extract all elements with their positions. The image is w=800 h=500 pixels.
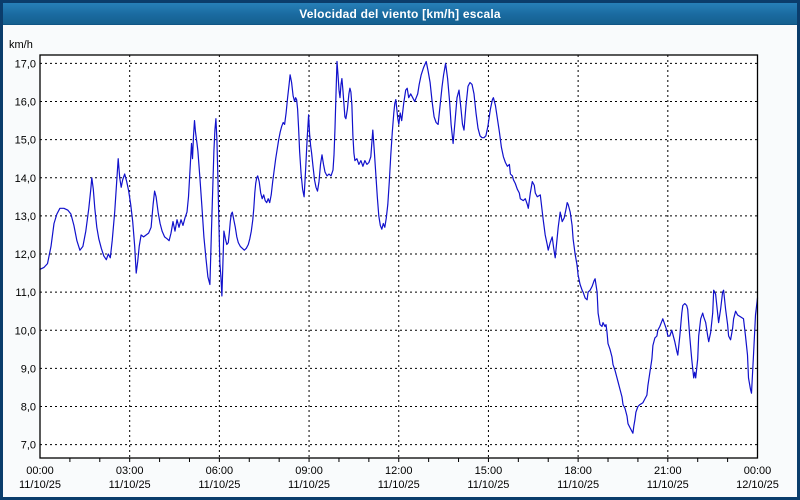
chart-title: Velocidad del viento [km/h] escala (299, 6, 501, 21)
x-tick-time-label: 12:00 (385, 465, 413, 477)
y-tick-label: 15,0 (15, 135, 36, 147)
y-tick-label: 10,0 (15, 325, 36, 337)
y-tick-label: 13,0 (15, 211, 36, 223)
x-tick-date-label: 11/10/25 (19, 479, 61, 491)
x-tick-time-label: 00:00 (26, 465, 54, 477)
x-tick-date-label: 11/10/25 (557, 479, 599, 491)
x-tick-date-label: 11/10/25 (109, 479, 151, 491)
x-tick-time-label: 00:00 (744, 465, 772, 477)
y-tick-label: 8,0 (21, 402, 36, 414)
plot-border (39, 54, 759, 459)
y-tick-label: 14,0 (15, 173, 36, 185)
wind-speed-series (39, 60, 759, 434)
y-axis-unit-label: km/h (9, 39, 33, 51)
y-tick-label: 11,0 (15, 287, 36, 299)
title-bar: Velocidad del viento [km/h] escala (3, 3, 797, 25)
y-tick-label: 12,0 (15, 249, 36, 261)
x-tick-time-label: 18:00 (564, 465, 592, 477)
y-tick-label: 16,0 (15, 97, 36, 109)
x-tick-date-label: 11/10/25 (288, 479, 330, 491)
y-tick-label: 9,0 (21, 363, 36, 375)
y-tick-label: 17,0 (15, 58, 36, 70)
x-tick-time-label: 21:00 (654, 465, 682, 477)
x-tick-date-label: 11/10/25 (378, 479, 420, 491)
x-tick-date-label: 12/10/25 (736, 479, 779, 491)
x-tick-date-label: 11/10/25 (647, 479, 689, 491)
x-tick-time-label: 03:00 (116, 465, 144, 477)
x-tick-date-label: 11/10/25 (467, 479, 509, 491)
x-tick-time-label: 06:00 (206, 465, 234, 477)
x-tick-date-label: 11/10/25 (198, 479, 240, 491)
x-tick-time-label: 15:00 (475, 465, 503, 477)
x-tick-time-label: 09:00 (295, 465, 323, 477)
y-tick-label: 7,0 (21, 440, 36, 452)
